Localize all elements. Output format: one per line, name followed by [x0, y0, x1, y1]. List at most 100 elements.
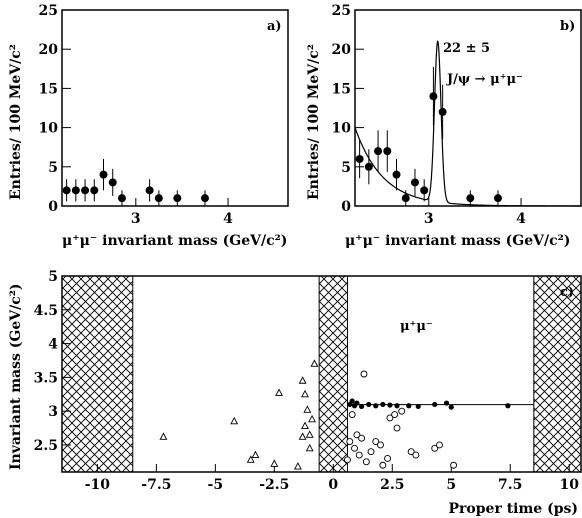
panel-c-triangle-point	[305, 430, 314, 438]
panel-c-filled-point	[354, 400, 360, 406]
panel-b-data-point	[355, 154, 364, 163]
panel-a-y-tick-label: 0	[48, 199, 58, 215]
panel-b-x-tick-label: 3	[424, 211, 434, 227]
panel-c-filled-point	[505, 403, 511, 409]
panel-c-excluded-region	[318, 275, 348, 473]
panel-b-data-point	[438, 107, 447, 116]
panel-b-fit-curve	[354, 40, 581, 207]
panel-c-open-point	[360, 370, 368, 378]
panel-c-x-tick-label: 0	[328, 477, 338, 493]
panel-b-data-point	[410, 178, 419, 187]
panel-c-triangle-point	[230, 416, 239, 425]
panel-c-triangle-point	[301, 389, 309, 398]
panel-b-frame	[354, 9, 582, 207]
panel-b-points	[355, 66, 502, 206]
panel-b-ticks: 3 4 0 5 10 15 20 25	[332, 3, 527, 227]
panel-a-data-point	[62, 186, 71, 195]
panel-b-data-point	[420, 186, 429, 195]
panel-c-x-tick-label: 7.5	[498, 477, 522, 493]
panel-c-open-point	[384, 455, 392, 462]
panel-c-open-point	[344, 456, 351, 464]
panel-a-data-point	[145, 186, 154, 195]
panel-c-open-point	[353, 431, 361, 439]
panel-b-x-tick-label: 4	[516, 211, 526, 227]
panel-c-open-point	[362, 458, 370, 466]
panel-c-open-point	[407, 448, 415, 456]
panel-a-label: a)	[267, 19, 282, 34]
panel-c-x-tick-label: -10	[85, 477, 111, 493]
panel-c-filled-point	[373, 403, 379, 409]
panel-b-yield-annotation: 22 ± 5	[443, 41, 490, 56]
panel-a-ticks: 3 4 0 5 10 15 20 25	[39, 3, 234, 227]
panel-b-x-axis-label: μ⁺μ⁻ invariant mass (GeV/c²)	[345, 233, 570, 249]
panel-a-data-point	[99, 170, 108, 179]
panel-b-data-point	[493, 194, 502, 203]
panel-c-x-axis-label: Proper time (ps)	[449, 501, 579, 517]
panel-c-triangle-point	[305, 443, 314, 452]
panel-b-label: b)	[560, 19, 575, 34]
panel-b-y-tick-label: 0	[341, 199, 351, 215]
panel-a-data-point	[117, 194, 126, 203]
panel-c-filled-point	[406, 403, 412, 409]
panel-c-x-tick-label: 10	[559, 477, 579, 493]
panel-a-frame	[61, 9, 289, 207]
panel-c-filled-point	[366, 401, 372, 408]
panel-c-excluded-region	[533, 275, 582, 473]
panel-a-data-point	[81, 186, 90, 195]
panel-a-points	[62, 158, 209, 206]
panel-a-x-tick-label: 3	[131, 211, 141, 227]
panel-a-x-tick-label: 4	[223, 211, 233, 227]
panel-c-open-point	[450, 461, 458, 469]
panel-c-filled-point	[448, 404, 454, 410]
panel-c-y-tick-label: 3.5	[34, 370, 58, 386]
panel-a-data-point	[108, 178, 117, 187]
panel-a-data-point	[200, 194, 209, 203]
panel-c-filled-point	[380, 401, 386, 408]
panel-a-y-tick-label: 5	[48, 160, 58, 176]
panel-c-triangle-point	[303, 405, 312, 413]
panel-c-triangle-point	[270, 459, 279, 467]
panel-c-frame	[61, 275, 582, 473]
panel-c: -10 -7.5 -5 -2.5 0 2.5 5 7.5 10 2.5 3 3.5 4 4.5 5 c) μ…	[8, 269, 582, 517]
panel-c-open-point	[436, 441, 443, 449]
panel-a-y-tick-label: 15	[39, 81, 58, 97]
panel-c-triangle-point	[298, 432, 307, 440]
panel-c-triangle-point	[251, 450, 260, 459]
panel-a: 3 4 0 5 10 15 20 25 a) μ⁺μ⁻ invariant mass (GeV…	[8, 3, 289, 249]
panel-b-data-point	[383, 147, 392, 156]
panel-c-points	[159, 359, 511, 470]
panel-c-annotation: μ⁺μ⁻	[400, 319, 433, 334]
panel-c-y-tick-label: 2.5	[34, 438, 58, 454]
panel-a-data-point	[173, 194, 182, 203]
panel-a-data-point	[154, 194, 163, 203]
panel-c-ticks: -10 -7.5 -5 -2.5 0 2.5 5 7.5 10 2.5 3 3.5 4 4.5 5	[34, 269, 580, 493]
panel-b-y-tick-label: 25	[332, 3, 351, 19]
panel-b-y-tick-label: 20	[332, 42, 352, 58]
panel-b-decay-annotation: J/ψ → μ⁺μ⁻	[446, 72, 523, 87]
panel-c-open-point	[386, 414, 394, 422]
panel-c-open-point	[367, 448, 375, 456]
panel-c-open-point	[355, 451, 363, 459]
panel-a-y-tick-label: 10	[39, 121, 59, 137]
panel-a-y-axis-label: Entries/ 100 MeV/c²	[8, 44, 24, 200]
panel-c-open-point	[351, 444, 358, 452]
panel-c-triangle-point	[298, 376, 307, 384]
panel-c-excluded-region	[61, 275, 134, 473]
panel-c-triangle-point	[293, 462, 302, 470]
panel-c-open-point	[379, 461, 387, 469]
panel-c-filled-point	[432, 401, 438, 408]
panel-b-y-tick-label: 10	[332, 121, 352, 137]
panel-c-open-point	[393, 424, 401, 432]
panel-c-y-tick-label: 4	[48, 337, 58, 353]
panel-c-excluded-regions	[61, 275, 582, 473]
panel-b-data-point	[429, 92, 438, 101]
panel-c-filled-point	[349, 398, 355, 404]
panel-c-y-axis-label: Invariant mass (GeV/c²)	[8, 284, 24, 470]
panel-c-y-tick-label: 5	[48, 269, 58, 285]
panel-c-triangle-point	[310, 359, 319, 367]
panel-c-triangle-point	[246, 455, 255, 463]
panel-b-data-point	[364, 162, 373, 171]
panel-a-data-point	[71, 186, 80, 195]
panel-a-x-axis-label: μ⁺μ⁻ invariant mass (GeV/c²)	[62, 233, 287, 249]
